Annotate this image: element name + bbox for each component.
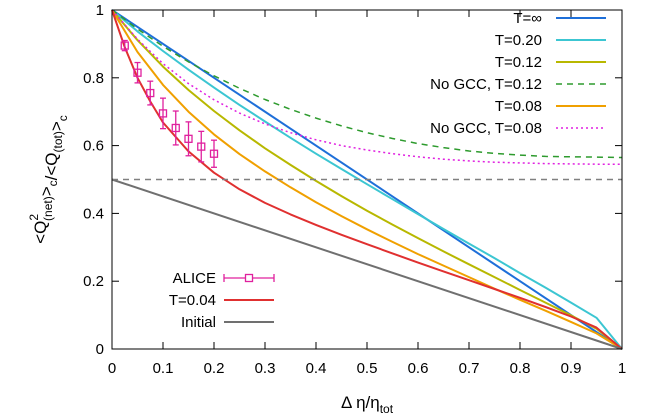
series-line-t-0-04 (111, 9, 623, 350)
legend-label-t-inf: T=∞ (513, 10, 542, 27)
x-tick-label: 0.1 (153, 360, 174, 377)
x-tick-label: 0.3 (255, 360, 276, 377)
data-point (133, 68, 142, 77)
legend-label-t-0-04: T=0.04 (169, 292, 216, 309)
legend-label-alice: ALICE (173, 270, 216, 287)
x-tick-label: 0.6 (408, 360, 429, 377)
x-axis: 0 0.1 0.2 0.3 0.4 0.5 0.6 0.7 0.8 0.9 1 (108, 10, 626, 377)
x-tick-label: 0.4 (306, 360, 327, 377)
y-tick-label: 0.4 (83, 205, 104, 222)
series-line-t-0-08 (111, 9, 623, 350)
legend-label-t-0-20: T=0.20 (495, 32, 542, 49)
legend-label-no-gcc-t-0-12: No GCC, T=0.12 (430, 76, 542, 93)
y-axis: 0 0.2 0.4 0.6 0.8 1 (83, 2, 622, 358)
legend-bottom: ALICE T=0.04 Initial (169, 270, 275, 331)
data-point (158, 109, 168, 118)
points-layer (120, 39, 219, 168)
y-tick-label: 0 (96, 341, 104, 358)
x-tick-label: 0.2 (204, 360, 225, 377)
y-tick-label: 0.8 (83, 70, 104, 87)
legend-sample-marker (244, 273, 254, 283)
legend-label-t-0-12: T=0.12 (495, 54, 542, 71)
legend-label-initial: Initial (181, 314, 216, 331)
data-point (209, 149, 219, 158)
x-tick-label: 0.8 (510, 360, 531, 377)
y-tick-label: 0.6 (83, 138, 104, 155)
series-line-no-gcc-t-0-08 (111, 9, 622, 165)
y-tick-label: 1 (96, 2, 104, 19)
y-axis-title: <Q2(net)>c/<Q(tot)>c (27, 115, 70, 244)
data-point (146, 88, 155, 98)
x-tick-label: 0.9 (561, 360, 582, 377)
series-layer (111, 9, 623, 350)
data-point (197, 142, 206, 151)
x-tick-label: 1 (618, 360, 626, 377)
series-line-t-0-12 (111, 9, 623, 350)
legend-label-t-0-08: T=0.08 (495, 98, 542, 115)
x-tick-label: 0.7 (459, 360, 480, 377)
data-point (171, 123, 180, 133)
data-point (120, 41, 129, 50)
legend-label-no-gcc-t-0-08: No GCC, T=0.08 (430, 120, 542, 137)
x-axis-title: Δ η/ηtot (341, 393, 394, 416)
x-tick-label: 0.5 (357, 360, 378, 377)
x-tick-label: 0 (108, 360, 116, 377)
series-line-no-gcc-t-0-12 (111, 9, 623, 159)
legend-top: T=∞ T=0.20 T=0.12 No GCC, T=0.12 T=0.08 No GC… (430, 10, 606, 137)
series-line-t-0-20 (111, 9, 623, 350)
y-tick-label: 0.2 (83, 273, 104, 290)
data-point (184, 134, 193, 143)
series-line-initial (111, 178, 623, 350)
